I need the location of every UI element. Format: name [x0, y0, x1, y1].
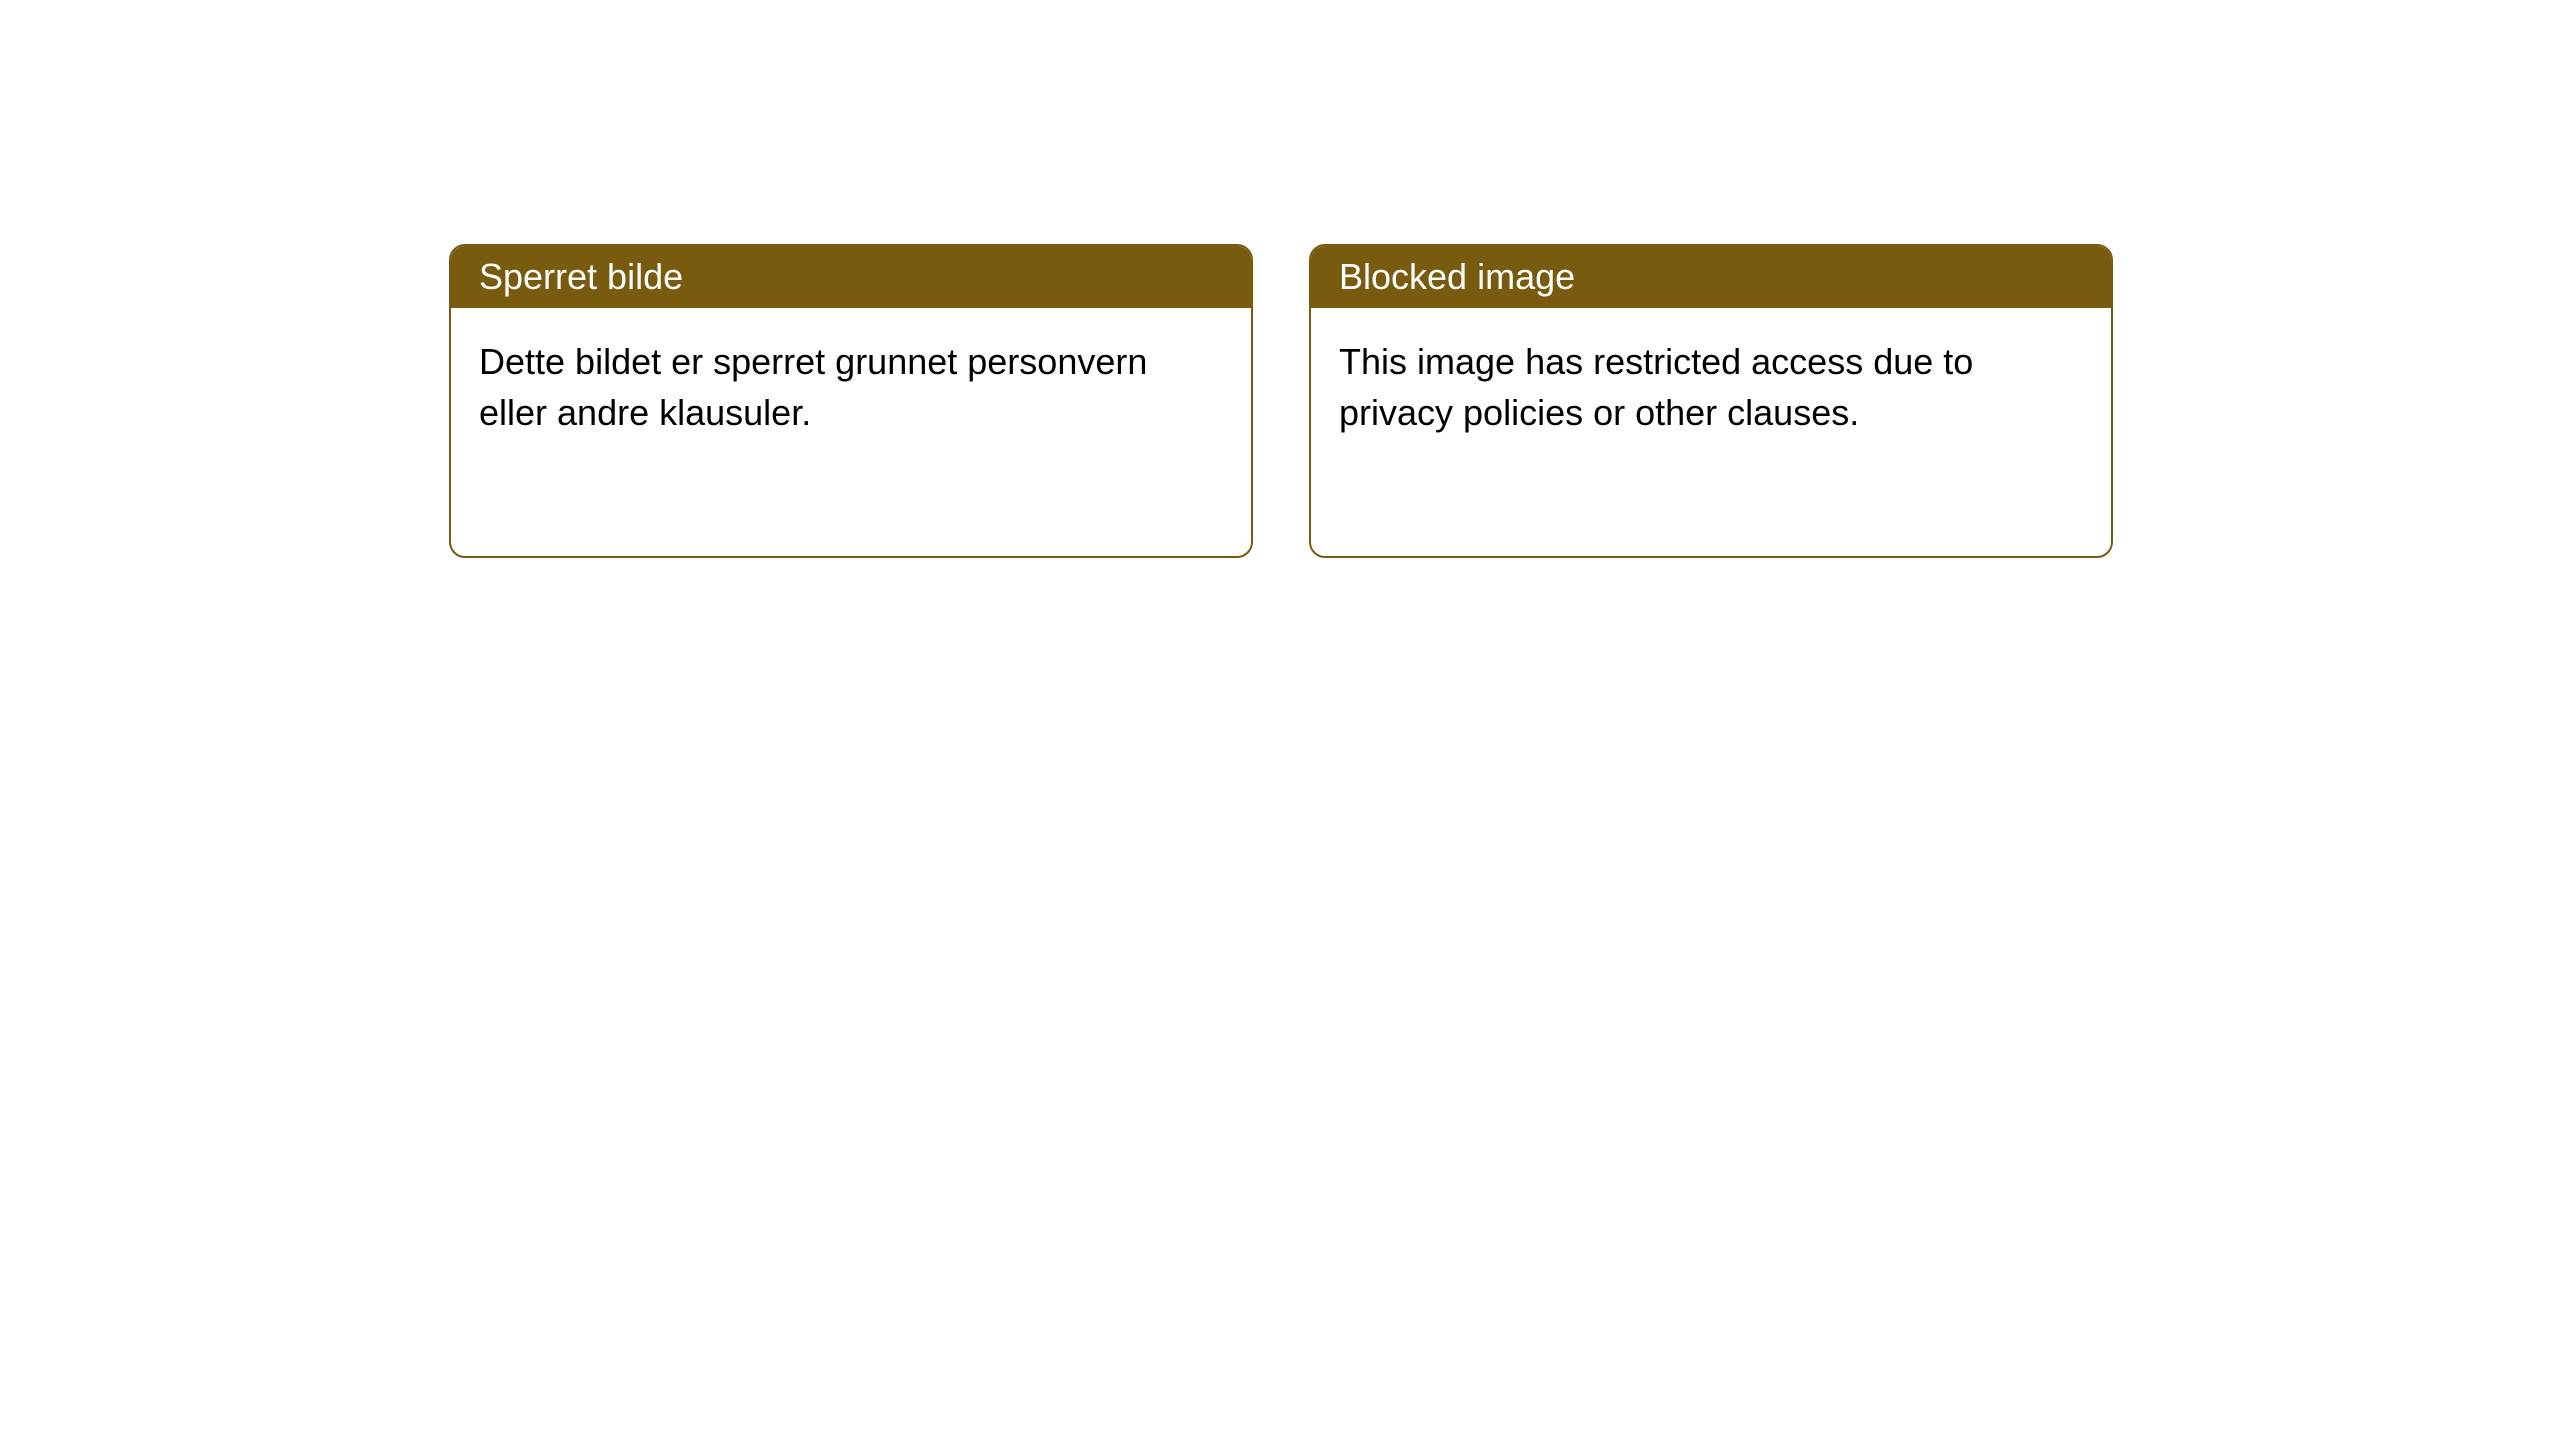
notice-header: Sperret bilde [451, 246, 1251, 308]
notice-card-english: Blocked image This image has restricted … [1309, 244, 2113, 558]
notice-card-norwegian: Sperret bilde Dette bildet er sperret gr… [449, 244, 1253, 558]
notice-message: Dette bildet er sperret grunnet personve… [479, 341, 1147, 433]
notice-body: Dette bildet er sperret grunnet personve… [451, 308, 1251, 556]
notice-body: This image has restricted access due to … [1311, 308, 2111, 556]
notice-header: Blocked image [1311, 246, 2111, 308]
notice-title: Blocked image [1339, 256, 1575, 297]
notice-container: Sperret bilde Dette bildet er sperret gr… [0, 0, 2560, 558]
notice-message: This image has restricted access due to … [1339, 341, 1973, 433]
notice-title: Sperret bilde [479, 256, 683, 297]
